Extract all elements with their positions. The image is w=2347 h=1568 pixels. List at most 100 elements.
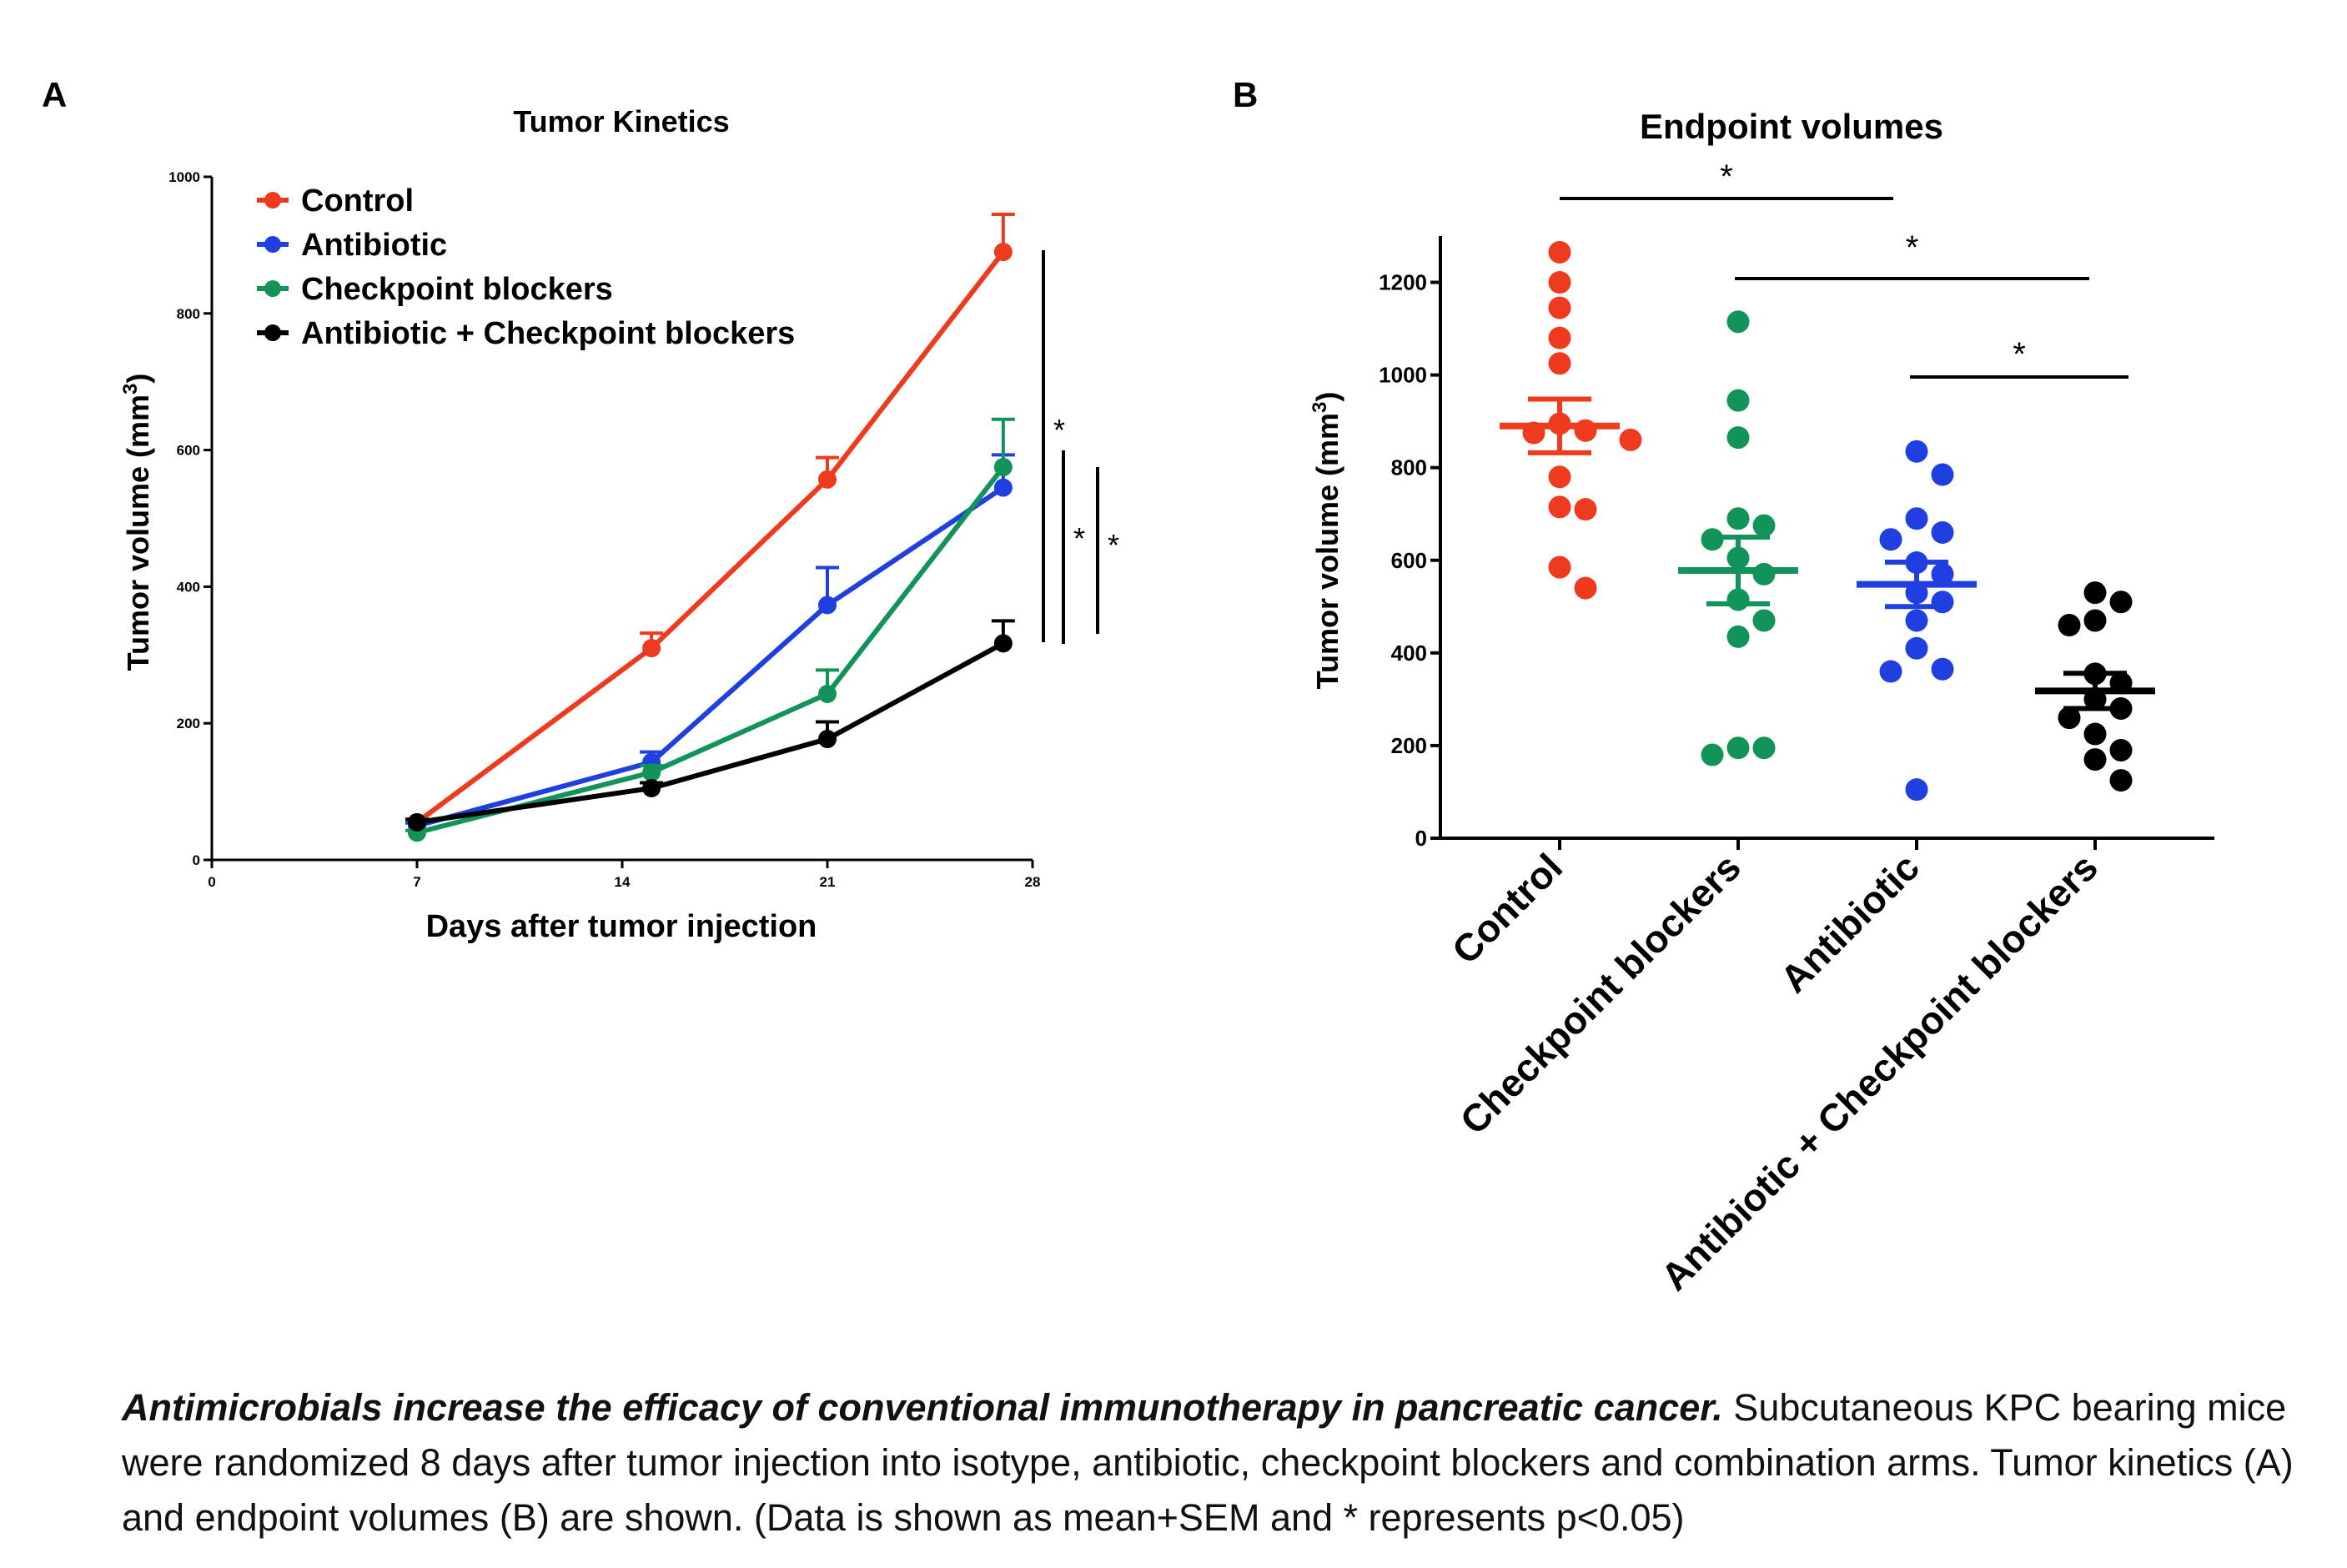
data-point xyxy=(1619,428,1642,451)
category-label: Antibiotic xyxy=(1772,845,1927,1001)
data-point xyxy=(1701,743,1724,766)
data-point xyxy=(2083,581,2107,605)
endpoint-volumes-chart: Endpoint volumes Tumor volume (mm3) 0 200… xyxy=(1309,107,2214,1299)
data-point xyxy=(1752,562,1776,585)
chart-a-ylabel-close: ) xyxy=(121,374,155,384)
tumor-kinetics-chart: Tumor Kinetics Days after tumor injectio… xyxy=(119,104,1119,944)
caption-body: Subcutaneous KPC bearing mice were rando… xyxy=(122,1386,2294,1539)
y-tick-label: 1000 xyxy=(1379,363,1427,388)
data-point xyxy=(1548,296,1571,319)
series-control xyxy=(405,213,1015,832)
figure-caption: Antimicrobials increase the efficacy of … xyxy=(122,1380,2307,1545)
chart-a-ylabel-main: Tumor volume (mm xyxy=(121,395,155,671)
x-tick-label: 0 xyxy=(208,874,215,890)
data-point xyxy=(1931,562,1954,585)
group-antibiotic-checkpoint-blockers xyxy=(2035,581,2155,792)
panel-a-label: A xyxy=(42,75,67,114)
chart-b-ylabel-close: ) xyxy=(1310,392,1344,402)
chart-a-xlabel: Days after tumor injection xyxy=(426,909,817,944)
y-tick-label: 600 xyxy=(1391,548,1427,573)
y-tick-label: 1200 xyxy=(1379,270,1427,295)
data-point xyxy=(1548,240,1571,264)
legend-swatch-marker xyxy=(264,280,281,297)
data-point xyxy=(1726,426,1750,450)
series-antibiotic xyxy=(405,453,1015,836)
data-point xyxy=(1905,778,1928,802)
data-point xyxy=(1931,463,1954,486)
panel-b-label: B xyxy=(1233,75,1258,114)
significance-star: * xyxy=(2013,336,2026,373)
x-tick-label: 21 xyxy=(820,874,836,890)
data-point xyxy=(818,470,837,489)
data-point xyxy=(818,596,837,615)
chart-b-ylabel: Tumor volume (mm3) xyxy=(1309,392,1344,690)
y-tick-label: 800 xyxy=(177,306,200,322)
figure: A B Tumor Kinetics Days after tumor inje… xyxy=(42,75,2214,1299)
x-tick-label: 7 xyxy=(413,874,420,890)
data-point xyxy=(408,812,426,832)
significance-star: * xyxy=(1108,528,1119,562)
data-point xyxy=(1879,528,1902,551)
data-point xyxy=(2109,591,2133,614)
chart-a-title: Tumor Kinetics xyxy=(513,104,729,138)
chart-b-ylabel-sup: 3 xyxy=(1309,402,1331,413)
data-point xyxy=(1931,657,1954,681)
legend-entry: Antibiotic + Checkpoint blockers xyxy=(301,316,795,351)
data-point xyxy=(642,779,661,798)
data-point xyxy=(2058,706,2081,730)
data-point xyxy=(993,458,1013,477)
y-tick-label: 1000 xyxy=(168,169,200,185)
legend-entry: Antibiotic xyxy=(301,228,447,263)
legend-swatch-marker xyxy=(264,192,281,209)
data-point xyxy=(1752,609,1776,632)
y-tick-label: 800 xyxy=(1391,455,1427,480)
y-tick-label: 400 xyxy=(177,579,200,595)
series-line xyxy=(415,250,1006,825)
series-line xyxy=(416,641,1005,825)
data-point xyxy=(1905,636,1928,660)
legend-swatch-marker xyxy=(264,236,281,253)
series-antibiotic-checkpoint-blockers xyxy=(405,619,1015,832)
group-checkpoint-blockers xyxy=(1678,310,1798,766)
chart-b-title: Endpoint volumes xyxy=(1640,107,1943,146)
data-point xyxy=(2083,722,2107,746)
data-point xyxy=(2109,738,2133,761)
data-point xyxy=(1726,389,1750,412)
data-point xyxy=(1548,352,1571,375)
y-tick-label: 0 xyxy=(1415,826,1427,851)
data-point xyxy=(2058,614,2081,637)
caption-lead: Antimicrobials increase the efficacy of … xyxy=(122,1386,1723,1429)
legend-entry: Checkpoint blockers xyxy=(301,272,613,307)
data-point xyxy=(1752,514,1776,537)
data-point xyxy=(993,634,1013,653)
series-checkpoint-blockers xyxy=(405,417,1015,842)
data-point xyxy=(2109,769,2133,792)
data-point xyxy=(1879,660,1902,683)
y-tick-label: 200 xyxy=(1391,733,1427,758)
y-tick-label: 600 xyxy=(177,443,200,459)
significance-star: * xyxy=(1053,413,1065,447)
data-point xyxy=(2083,609,2107,632)
legend-swatch-marker xyxy=(264,324,281,341)
y-tick-label: 200 xyxy=(177,716,200,731)
chart-b-ylabel-main: Tumor volume (mm xyxy=(1310,413,1344,689)
significance-star: * xyxy=(1073,521,1085,555)
data-point xyxy=(1905,440,1928,463)
data-point xyxy=(1931,520,1954,544)
significance-star: * xyxy=(1720,158,1733,195)
series-line xyxy=(416,465,1006,836)
category-label: Control xyxy=(1444,845,1571,972)
series-line xyxy=(416,485,1005,828)
data-point xyxy=(1726,625,1750,648)
data-point xyxy=(818,684,837,703)
data-point xyxy=(1548,495,1571,519)
y-tick-label: 0 xyxy=(193,852,200,868)
data-point xyxy=(1726,507,1750,530)
x-tick-label: 14 xyxy=(615,874,631,890)
y-tick-label: 400 xyxy=(1391,641,1427,666)
data-point xyxy=(1574,498,1597,521)
data-point xyxy=(1752,736,1776,760)
legend-entry: Control xyxy=(301,183,414,219)
data-point xyxy=(818,730,837,749)
data-point xyxy=(1726,736,1750,760)
